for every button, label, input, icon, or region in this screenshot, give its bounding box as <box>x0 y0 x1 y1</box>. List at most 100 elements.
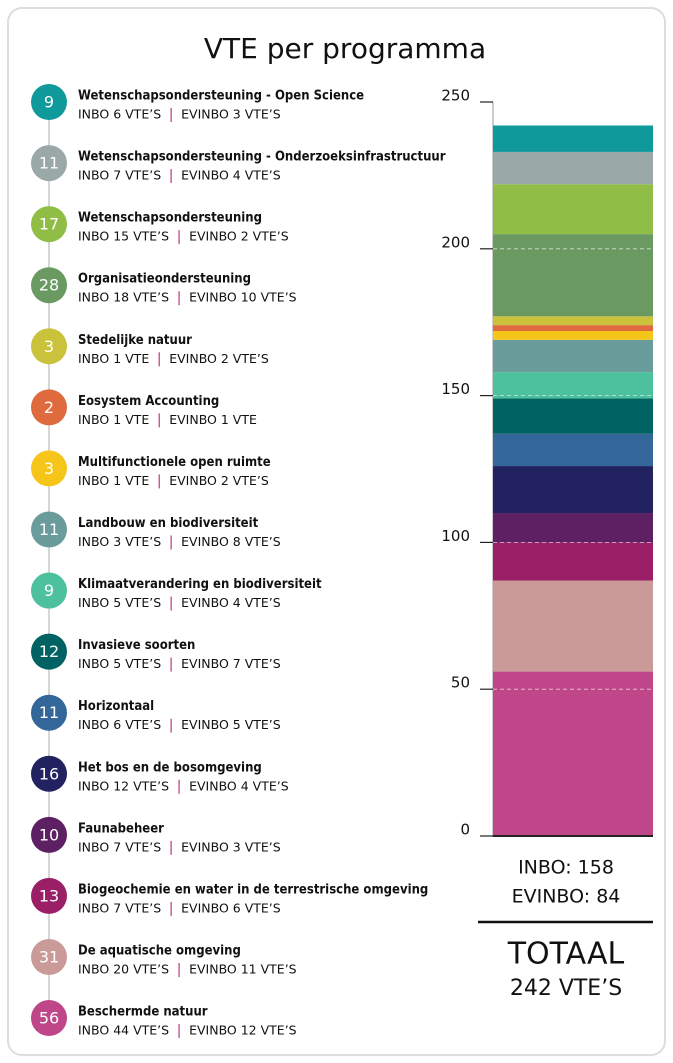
bar-segment <box>493 542 653 581</box>
inbo-count: INBO 18 VTE’S <box>78 290 169 305</box>
evinbo-count: EVINBO 4 VTE’S <box>181 168 281 183</box>
program-name: Eosystem Accounting <box>78 394 219 409</box>
evinbo-count: EVINBO 4 VTE’S <box>181 595 281 610</box>
evinbo-count: EVINBO 7 VTE’S <box>181 656 281 671</box>
inbo-count: INBO 5 VTE’S <box>78 595 161 610</box>
summary-evinbo: EVINBO: 84 <box>512 886 621 908</box>
program-name: Wetenschapsondersteuning <box>78 211 262 226</box>
bar-segment <box>493 671 653 836</box>
bar-segment <box>493 331 653 340</box>
inbo-count: INBO 44 VTE’S <box>78 1023 169 1038</box>
program-name: Wetenschapsondersteuning - Open Science <box>78 89 364 104</box>
badge-number: 16 <box>39 764 59 783</box>
badge <box>31 572 67 609</box>
evinbo-count: EVINBO 12 VTE’S <box>189 1023 297 1038</box>
badge-number: 11 <box>39 520 59 539</box>
inbo-count: INBO 5 VTE’S <box>78 656 161 671</box>
chart-title: VTE per programma <box>204 32 486 65</box>
badge-number: 11 <box>39 154 59 173</box>
total-label: TOTAAL <box>507 937 625 972</box>
badge-number: 9 <box>44 581 54 600</box>
evinbo-count: EVINBO 2 VTE’S <box>189 229 289 244</box>
program-name: Organisatieondersteuning <box>78 272 251 287</box>
program-name: Stedelijke natuur <box>78 333 192 348</box>
badge <box>31 633 67 670</box>
program-name: Faunabeheer <box>78 821 164 836</box>
evinbo-count: EVINBO 10 VTE’S <box>189 290 297 305</box>
y-tick-label: 0 <box>460 821 470 839</box>
badge-number: 3 <box>44 337 54 356</box>
bar-segment <box>493 234 653 317</box>
bar-segment <box>493 513 653 543</box>
bar-segment <box>493 433 653 467</box>
program-name: Horizontaal <box>78 699 154 714</box>
evinbo-count: EVINBO 4 VTE’S <box>189 778 289 793</box>
badge-number: 2 <box>44 398 54 417</box>
program-name: Beschermde natuur <box>78 1005 208 1020</box>
program-name: Klimaatverandering en biodiversiteit <box>78 577 322 592</box>
evinbo-count: EVINBO 3 VTE’S <box>181 107 281 122</box>
badge-number: 13 <box>39 886 59 905</box>
bar-segment <box>493 466 653 514</box>
badge <box>31 755 67 792</box>
bar-segment <box>493 151 653 185</box>
badge <box>31 84 67 120</box>
y-tick-label: 150 <box>441 380 470 398</box>
bar-segment <box>493 580 653 672</box>
inbo-count: INBO 7 VTE’S <box>78 168 161 183</box>
program-name: Multifunctionele open ruimte <box>78 455 271 470</box>
badge-number: 17 <box>39 215 59 234</box>
y-tick-label: 100 <box>441 527 470 545</box>
inbo-count: INBO 7 VTE’S <box>78 839 161 854</box>
badge <box>31 389 67 426</box>
program-name: Het bos en de bosomgeving <box>78 760 262 775</box>
badge <box>31 511 67 548</box>
bar-segment <box>493 372 653 399</box>
badge-number: 9 <box>44 93 54 112</box>
badge <box>31 877 67 914</box>
badge <box>31 206 67 243</box>
inbo-count: INBO 15 VTE’S <box>78 229 169 244</box>
evinbo-count: EVINBO 2 VTE’S <box>169 473 269 488</box>
badge <box>31 328 67 365</box>
badge <box>31 938 67 975</box>
y-tick-label: 250 <box>441 87 470 105</box>
badge-number: 3 <box>44 459 54 478</box>
total-value: 242 VTE’S <box>510 976 622 1001</box>
evinbo-count: EVINBO 2 VTE’S <box>169 351 269 366</box>
evinbo-count: EVINBO 6 VTE’S <box>181 900 281 915</box>
bar-segment <box>493 398 653 434</box>
program-name: De aquatische omgeving <box>78 943 241 958</box>
evinbo-count: EVINBO 5 VTE’S <box>181 717 281 732</box>
bar-segment <box>493 184 653 235</box>
inbo-count: INBO 3 VTE’S <box>78 534 161 549</box>
inbo-count: INBO 6 VTE’S <box>78 717 161 732</box>
y-tick-label: 50 <box>451 674 470 692</box>
badge-number: 11 <box>39 703 59 722</box>
evinbo-count: EVINBO 1 VTE <box>169 412 257 427</box>
badge <box>31 145 67 182</box>
badge-number: 12 <box>39 642 59 661</box>
inbo-count: INBO 1 VTE <box>78 351 149 366</box>
program-name: Landbouw en biodiversiteit <box>78 516 259 531</box>
inbo-count: INBO 12 VTE’S <box>78 778 169 793</box>
bar-segment <box>493 325 653 332</box>
evinbo-count: EVINBO 8 VTE’S <box>181 534 281 549</box>
badge-number: 31 <box>39 947 59 966</box>
badge <box>31 694 67 731</box>
summary-inbo: INBO: 158 <box>518 857 614 879</box>
bar-segment <box>493 125 653 152</box>
evinbo-count: EVINBO 3 VTE’S <box>181 839 281 854</box>
badge <box>31 816 67 853</box>
evinbo-count: EVINBO 11 VTE’S <box>189 961 297 976</box>
y-tick-label: 200 <box>441 233 470 251</box>
badge-number: 10 <box>39 825 59 844</box>
badge-number: 28 <box>39 276 59 295</box>
badge-number: 56 <box>39 1009 59 1028</box>
badge <box>31 267 67 304</box>
inbo-count: INBO 1 VTE <box>78 412 149 427</box>
program-name: Biogeochemie en water in de terrestrisch… <box>78 882 428 897</box>
bar-segment <box>493 316 653 326</box>
program-name: Invasieve soorten <box>78 638 195 653</box>
